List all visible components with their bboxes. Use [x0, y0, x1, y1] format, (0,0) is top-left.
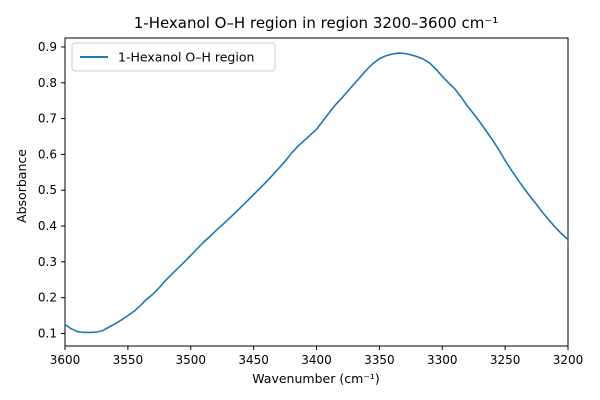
chart-title: 1-Hexanol O–H region in region 3200–3600…: [134, 14, 499, 32]
y-tick-label: 0.2: [38, 291, 57, 305]
plot-area: [64, 37, 569, 347]
y-tick-label: 0.3: [38, 255, 57, 269]
x-axis-title: Wavenumber (cm⁻¹): [252, 371, 379, 386]
y-tick-label: 0.1: [38, 326, 57, 340]
y-tick-label: 0.5: [38, 183, 57, 197]
x-tick-label: 3300: [427, 353, 458, 367]
series-line-0: [64, 52, 569, 334]
x-tick-label: 3350: [364, 353, 395, 367]
y-tick-label: 0.9: [38, 40, 57, 54]
y-tick-label: 0.7: [38, 112, 57, 126]
x-tick-label: 3500: [175, 353, 206, 367]
legend-label: 1-Hexanol O–H region: [118, 50, 254, 65]
y-tick-label: 0.6: [38, 147, 57, 161]
x-tick-label: 3200: [553, 353, 584, 367]
y-tick-label: 0.8: [38, 76, 57, 90]
y-axis-ticks: 0.1 0.2 0.3 0.4 0.5 0.6 0.7 0.8 0.9: [38, 40, 65, 340]
x-tick-label: 3250: [490, 353, 521, 367]
x-tick-label: 3550: [113, 353, 144, 367]
legend: 1-Hexanol O–H region: [71, 42, 276, 72]
legend-box: [71, 42, 276, 72]
x-tick-label: 3600: [50, 353, 81, 367]
x-tick-label: 3450: [238, 353, 269, 367]
x-axis-ticks: 3600 3550 3500 3450 3400 3350 3300 3250 3200: [50, 346, 584, 367]
x-tick-label: 3400: [301, 353, 332, 367]
axes-frame: [64, 37, 569, 347]
y-tick-label: 0.4: [38, 219, 57, 233]
y-axis-title: Absorbance: [14, 149, 29, 223]
